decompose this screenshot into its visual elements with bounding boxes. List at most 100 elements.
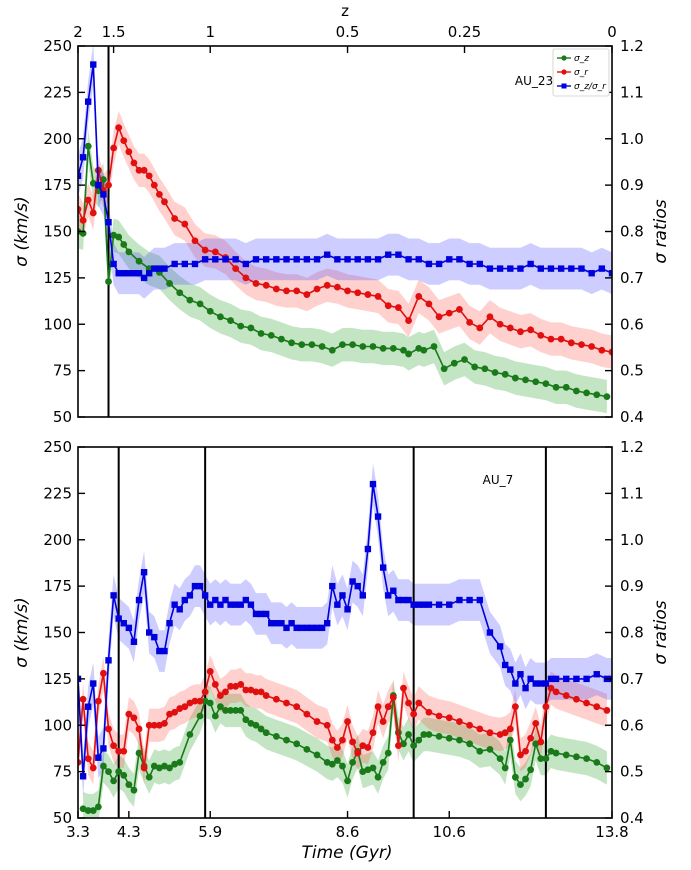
data-point (293, 624, 300, 632)
data-point (186, 592, 194, 599)
data-point (125, 781, 133, 789)
data-point (206, 668, 214, 675)
data-point (486, 313, 494, 321)
data-point (262, 281, 270, 289)
data-point (145, 773, 153, 781)
data-point (324, 620, 331, 627)
panel-au23: 50 75 100 125 150 175 200 225 250 0.4 0.5 0.6 0.7 0.8… (12, 2, 671, 426)
data-point (79, 695, 87, 703)
data-point (100, 745, 107, 752)
data-point (435, 313, 443, 321)
data-point (349, 738, 357, 746)
data-point (166, 620, 173, 627)
data-point (537, 755, 545, 763)
data-point (257, 688, 265, 696)
data-point (578, 265, 585, 272)
y-axis-label-right: σ ratios (651, 199, 671, 263)
y-tick-label-left: 125 (43, 670, 72, 688)
data-point (151, 265, 158, 272)
data-point (374, 513, 382, 520)
top-x-tick-label: 0 (607, 23, 617, 41)
panel-label: AU_7 (483, 473, 514, 487)
data-point (262, 610, 270, 618)
data-point (395, 251, 402, 258)
y-tick-label-left: 75 (53, 362, 72, 380)
data-point (145, 172, 153, 180)
data-point (247, 601, 255, 608)
data-point (273, 256, 280, 263)
data-point (486, 745, 494, 753)
data-point (120, 620, 127, 627)
data-point (145, 721, 153, 729)
data-point (242, 596, 250, 604)
data-point (405, 596, 412, 604)
data-point (328, 346, 336, 354)
data-point (257, 725, 265, 733)
data-point (293, 740, 301, 748)
data-point (283, 699, 290, 707)
data-point (84, 196, 92, 204)
data-point (130, 714, 138, 722)
data-point (517, 781, 524, 789)
data-point (125, 248, 133, 256)
legend-marker (561, 83, 567, 89)
data-point (333, 283, 341, 291)
data-point (583, 755, 590, 763)
data-point (395, 742, 402, 750)
data-point (410, 710, 418, 718)
data-point (501, 729, 509, 737)
data-point (105, 657, 112, 664)
y-tick-label-left: 200 (43, 531, 72, 549)
data-point (517, 328, 524, 336)
data-point (527, 326, 535, 334)
y-tick-label-right: 1.1 (620, 484, 644, 502)
data-point (262, 692, 270, 699)
data-point (435, 712, 443, 720)
data-point (120, 137, 128, 145)
data-point (283, 287, 290, 295)
data-point (288, 339, 295, 347)
data-point (435, 732, 443, 740)
data-point (78, 205, 82, 213)
data-point (110, 777, 117, 785)
data-point (542, 755, 550, 763)
y-tick-label-right: 0.8 (620, 624, 644, 642)
data-point (313, 256, 321, 263)
data-point (323, 721, 331, 729)
data-point (303, 624, 311, 632)
data-point (237, 681, 245, 688)
top-x-tick-label: 1.5 (102, 23, 126, 41)
data-point (211, 681, 219, 688)
data-point (217, 692, 224, 699)
y-tick-label-right: 0.6 (620, 716, 644, 734)
data-point (328, 760, 336, 768)
data-point (379, 344, 387, 352)
data-point (222, 256, 229, 263)
y-tick-label-left: 125 (43, 269, 72, 287)
data-point (176, 758, 184, 766)
data-point (446, 256, 453, 263)
y-tick-label-left: 50 (53, 408, 72, 426)
data-point (562, 692, 570, 699)
data-point (156, 265, 163, 272)
data-point (598, 346, 606, 354)
data-point (339, 762, 346, 770)
data-point (425, 300, 433, 308)
data-point (593, 758, 601, 766)
data-point (94, 697, 102, 705)
data-point (476, 747, 484, 755)
data-point (506, 725, 514, 733)
data-point (486, 729, 494, 737)
data-point (384, 749, 392, 757)
data-point (191, 260, 199, 268)
data-point (95, 181, 102, 189)
data-point (593, 703, 601, 711)
data-point (100, 762, 107, 770)
top-axis-label: z (341, 2, 349, 20)
data-point (527, 734, 535, 742)
data-point (389, 344, 397, 352)
data-point (573, 695, 580, 703)
data-point (201, 256, 209, 263)
data-point (445, 734, 453, 742)
data-point (293, 703, 301, 711)
